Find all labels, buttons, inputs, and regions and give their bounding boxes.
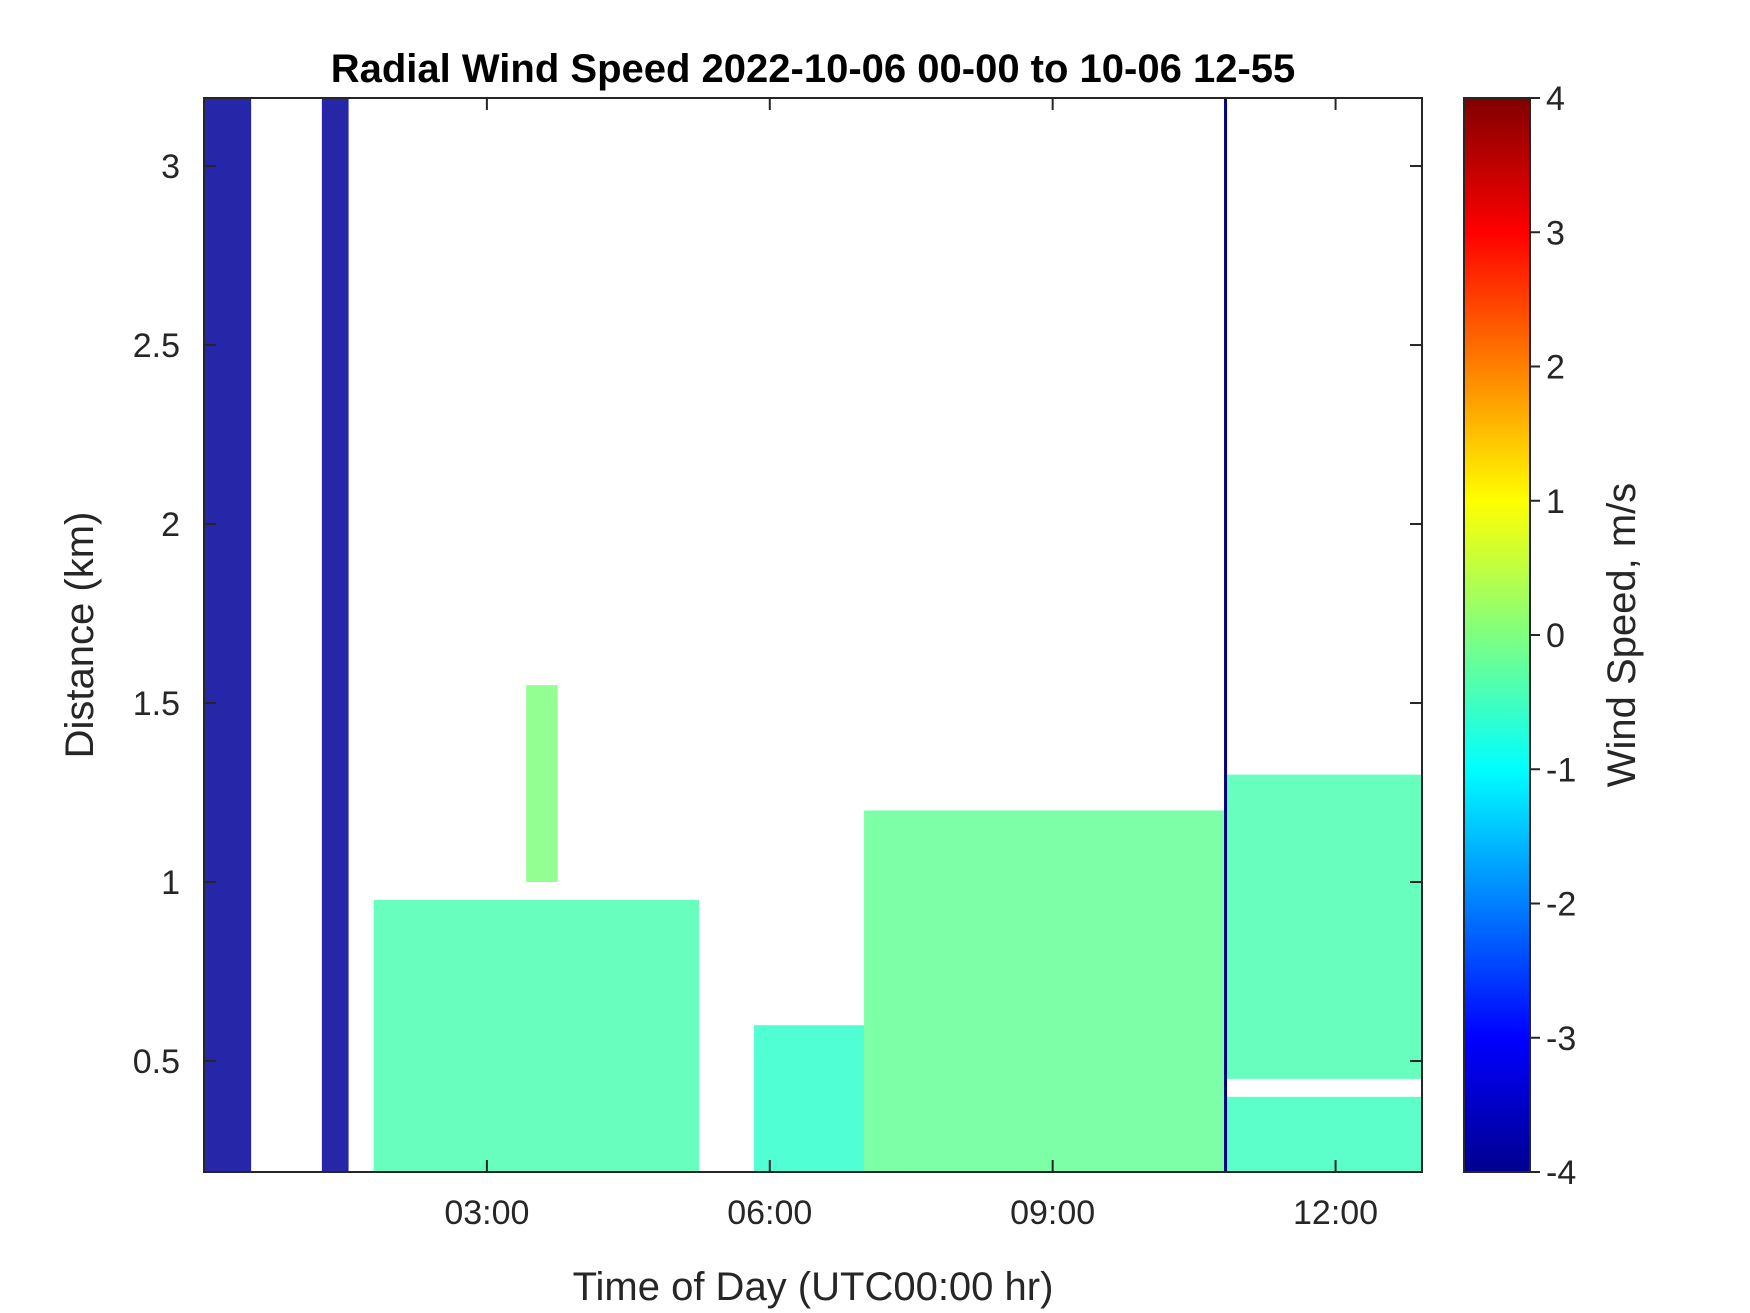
heat-cell — [526, 685, 558, 883]
y-tick-label: 0.5 — [133, 1043, 180, 1081]
colorbar — [1463, 97, 1531, 1173]
colorbar-ticks: -4 -3 -2 -1 0 1 2 3 4 — [1530, 80, 1576, 1192]
x-tick-label: 03:00 — [444, 1194, 529, 1232]
y-tick-label: 1 — [161, 864, 180, 902]
x-axis-ticks: 03:00 06:00 09:00 12:00 — [444, 98, 1378, 1232]
y-axis-ticks: 0.5 1 1.5 2 2.5 3 — [133, 148, 1422, 1081]
plot-frame — [203, 97, 1423, 1173]
chart-title: Radial Wind Speed 2022-10-06 00-00 to 10… — [331, 47, 1296, 91]
heatmap-layer — [204, 98, 1422, 1172]
x-tick-label: 06:00 — [727, 1194, 812, 1232]
heat-cell — [1225, 1096, 1422, 1172]
y-tick-label: 2 — [161, 506, 180, 544]
y-tick-label: 1.5 — [133, 685, 180, 723]
x-tick-label: 12:00 — [1293, 1194, 1378, 1232]
colorbar-tick-label: -3 — [1546, 1020, 1576, 1058]
x-tick-label: 09:00 — [1010, 1194, 1095, 1232]
colorbar-tick-label: -2 — [1546, 886, 1576, 924]
colorbar-tick-label: 1 — [1546, 483, 1565, 521]
colorbar-tick-label: 2 — [1546, 349, 1565, 387]
colorbar-tick-label: 4 — [1546, 80, 1565, 118]
colorbar-tick-label: -1 — [1546, 751, 1576, 789]
heat-cell — [204, 98, 252, 1172]
colorbar-tick-label: 0 — [1546, 617, 1565, 655]
heat-cell — [754, 1025, 865, 1172]
y-tick-label: 3 — [161, 148, 180, 186]
heat-cell — [1225, 774, 1422, 1079]
heat-cell — [373, 899, 700, 1172]
colorbar-tick-label: -4 — [1546, 1154, 1576, 1192]
y-axis-title: Distance (km) — [58, 512, 102, 759]
y-tick-label: 2.5 — [133, 327, 180, 365]
colorbar-tick-label: 3 — [1546, 214, 1565, 252]
heat-cell — [864, 810, 1226, 1172]
x-axis-title: Time of Day (UTC00:00 hr) — [573, 1265, 1054, 1309]
colorbar-label: Wind Speed, m/s — [1600, 483, 1644, 788]
heat-cell — [321, 98, 349, 1172]
